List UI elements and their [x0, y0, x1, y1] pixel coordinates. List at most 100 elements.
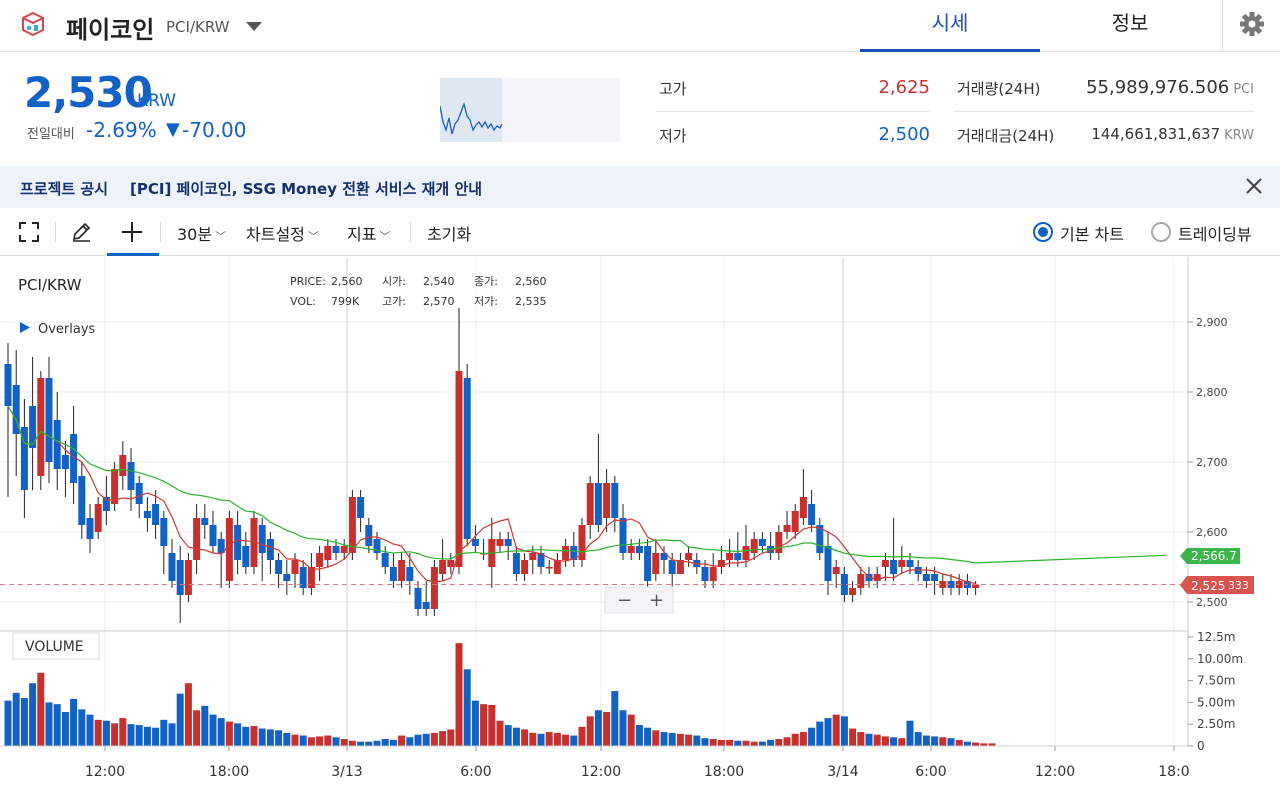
project-notice-bar[interactable]: 프로젝트 공시 [PCI] 페이코인, SSG Money 전환 서비스 재개 … [0, 166, 1280, 208]
volume-bar [332, 737, 340, 746]
x-tick-label: 18:0 [1158, 764, 1189, 780]
zoom-control: − + [604, 586, 674, 614]
y-tick-label: 2,600 [1196, 526, 1228, 539]
volume-bar [12, 692, 20, 746]
volume-bar [258, 728, 266, 746]
candle [635, 546, 643, 553]
candle [119, 455, 127, 476]
amount-24h-unit: KRW [1224, 128, 1254, 143]
candle [627, 546, 635, 553]
volume-bar [20, 698, 28, 746]
volume-bar [512, 727, 520, 746]
volume-bar [250, 725, 258, 746]
chart-toolbar: 30분 ﹀ 차트설정 ﹀ 지표 ﹀ 초기화 기본 차트 트레이딩뷰 [0, 208, 1280, 256]
candle [283, 574, 291, 581]
volume-bar [455, 643, 463, 746]
notice-text[interactable]: [PCI] 페이코인, SSG Money 전환 서비스 재개 안내 [130, 180, 483, 198]
zoom-in-button[interactable]: + [649, 590, 664, 611]
volume-bar [225, 721, 233, 746]
volume-24h-unit: PCI [1233, 82, 1254, 97]
candle [701, 567, 709, 581]
info-close-label: 종가: [474, 275, 498, 288]
candle [890, 560, 898, 574]
chart-settings-menu[interactable]: 차트설정 ﹀ [246, 221, 319, 245]
volume-bar [963, 741, 971, 746]
zoom-out-button[interactable]: − [617, 590, 632, 611]
view-basic-label[interactable]: 기본 차트 [1060, 225, 1124, 244]
last-price-badge: 2,525 333 [1180, 576, 1254, 594]
volume-bar [422, 733, 430, 746]
volume-bar [521, 729, 529, 746]
volume-bar [398, 735, 406, 746]
price-chart[interactable]: 2,900 2,800 2,700 2,600 2,500 12:00 18:00 3/13 6… [0, 257, 1280, 790]
candle [947, 581, 955, 588]
volume-bar [316, 736, 324, 746]
candle [316, 553, 324, 567]
interval-label: 30분 [177, 225, 213, 244]
tab-info[interactable]: 정보 [1111, 11, 1149, 35]
candle [529, 553, 537, 560]
volume-label: VOLUME [25, 639, 84, 655]
volume-bar [504, 725, 512, 746]
volume-bar [176, 693, 184, 746]
view-tradingview-label[interactable]: 트레이딩뷰 [1178, 225, 1252, 244]
volume-bar [86, 714, 94, 746]
candle [545, 567, 553, 569]
candle [849, 588, 857, 595]
volume-label-box [12, 632, 100, 660]
coin-pair: PCI/KRW [166, 18, 230, 36]
candle [832, 567, 840, 574]
volume-bar [865, 733, 873, 746]
x-tick-label: 18:00 [209, 764, 249, 780]
change-rate: -2.69% [86, 118, 157, 142]
x-tick-label: 12:00 [1035, 764, 1075, 780]
settings-button[interactable] [1222, 0, 1280, 52]
volume-bar [488, 705, 496, 746]
view-tradingview-radio[interactable] [1151, 222, 1171, 242]
volume-bar [676, 733, 684, 746]
volume-bar [890, 737, 898, 746]
pencil-icon[interactable] [70, 221, 92, 243]
volume-bar [931, 736, 939, 746]
volume-bar [709, 739, 717, 746]
notice-label: 프로젝트 공시 [20, 180, 109, 198]
amount-24h-number: 144,661,831,637 [1091, 125, 1221, 143]
fullscreen-icon[interactable] [18, 221, 40, 243]
candle [512, 553, 520, 574]
overlays-label[interactable]: Overlays [38, 322, 96, 337]
volume-bar [160, 719, 168, 746]
volume-bar [217, 718, 225, 746]
volume-bar [922, 735, 930, 746]
header: 페이코인 PCI/KRW 시세 정보 [0, 0, 1280, 52]
overlays-toggle-icon[interactable] [20, 322, 30, 333]
volume-bar [119, 718, 127, 746]
interval-select[interactable]: 30분 ﹀ [177, 221, 226, 245]
info-price-label: PRICE: [290, 275, 326, 288]
volume-bar [562, 734, 570, 746]
volume-bar [37, 672, 45, 746]
volume-tick-label: 10.00m [1197, 652, 1243, 666]
volume-bar [102, 720, 110, 746]
crosshair-tool-button[interactable] [107, 208, 159, 256]
candle [135, 483, 143, 504]
candle [307, 567, 315, 588]
volume-bar [717, 739, 725, 746]
info-close: 2,560 [515, 275, 547, 288]
volume-bar [685, 734, 693, 746]
high-label: 고가 [659, 80, 687, 98]
view-basic-radio[interactable] [1033, 222, 1053, 242]
close-icon[interactable] [1243, 175, 1265, 197]
volume-bar [881, 736, 889, 746]
tab-market-price[interactable]: 시세 [860, 0, 1040, 52]
volume-bar [947, 738, 955, 746]
candle [857, 574, 865, 588]
volume-bar [29, 683, 37, 746]
candle [717, 560, 725, 567]
candle [234, 525, 242, 560]
reset-button[interactable]: 초기화 [427, 225, 472, 244]
coin-dropdown-icon[interactable] [246, 22, 262, 31]
volume-bar [955, 739, 963, 746]
low-label: 저가 [659, 127, 687, 145]
indicators-menu[interactable]: 지표 ﹀ [347, 221, 390, 245]
volume-bar [914, 732, 922, 746]
